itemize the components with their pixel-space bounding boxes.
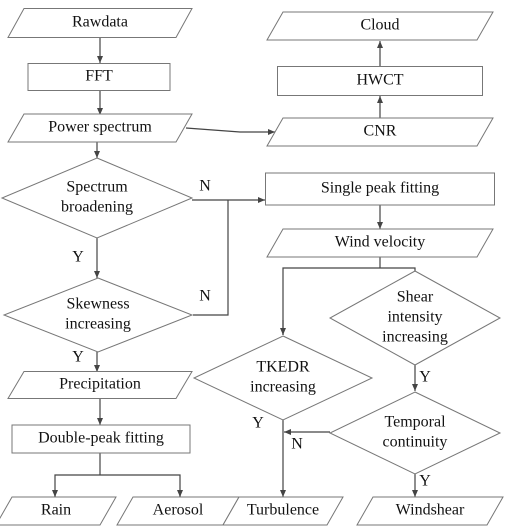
edge-label: N (199, 178, 211, 195)
node-label: Spectrum (66, 179, 128, 196)
data-box (266, 117, 494, 147)
process-box (265, 172, 495, 206)
edges (52, 38, 418, 497)
edge (282, 267, 416, 335)
data-box (266, 11, 494, 41)
data-box (356, 496, 504, 526)
data-box (7, 371, 193, 399)
decision-diamond (0, 157, 194, 239)
edge-label: Y (419, 369, 431, 386)
edge (185, 127, 275, 135)
node-label: Windshear (396, 502, 465, 519)
node-label: Aerosol (153, 502, 204, 519)
data-box (0, 496, 117, 526)
node-label: Rain (41, 502, 71, 519)
edge (54, 474, 181, 497)
edge-label: N (291, 436, 303, 453)
node-label: CNR (364, 123, 397, 140)
node-label: intensity (387, 309, 442, 326)
node-label: HWCT (356, 72, 403, 89)
node-label: Single peak fitting (321, 180, 439, 197)
edge-label: Y (72, 249, 84, 266)
decision-diamond (192, 335, 374, 421)
edge-label: Y (72, 349, 84, 366)
node-label: Shear (397, 289, 434, 306)
data-box (7, 113, 193, 143)
node-label: TKEDR (256, 359, 310, 376)
node-label: FFT (85, 68, 113, 85)
process-box (11, 424, 191, 454)
node-label: Double-peak fitting (38, 430, 164, 447)
node-label: Wind velocity (335, 234, 425, 251)
node-label: Cloud (360, 17, 399, 34)
edge-label: Y (419, 473, 431, 490)
edge-label: Y (252, 415, 264, 432)
process-box (277, 66, 483, 96)
data-box (7, 8, 193, 38)
decision-diamond (328, 391, 502, 475)
node-label: increasing (382, 329, 448, 346)
node-label: increasing (65, 316, 131, 333)
node-label: Power spectrum (48, 119, 152, 136)
node-label: Precipitation (59, 376, 141, 393)
node-label: Rawdata (72, 14, 128, 31)
decision-diamond (328, 270, 502, 366)
node-label: Turbulence (247, 502, 319, 519)
node-label: Skewness (66, 296, 129, 313)
edge (193, 200, 229, 316)
node-label: continuity (383, 434, 448, 451)
node-label: Temporal (384, 414, 446, 431)
decision-diamond (2, 277, 194, 353)
node-label: broadening (61, 199, 133, 216)
node-label: increasing (250, 379, 316, 396)
edge-label: N (199, 288, 211, 305)
process-box (27, 63, 171, 91)
data-box (266, 228, 494, 258)
data-box (222, 496, 344, 526)
